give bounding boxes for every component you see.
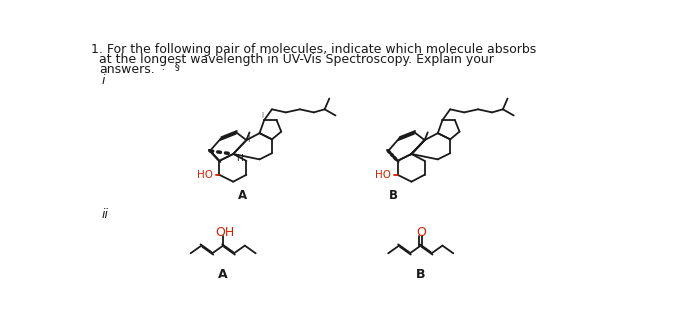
Text: B: B xyxy=(389,189,398,202)
Text: answers.: answers. xyxy=(99,63,155,76)
Text: i: i xyxy=(102,74,105,87)
Text: B: B xyxy=(416,267,426,281)
Text: |: | xyxy=(248,135,250,142)
Text: OH: OH xyxy=(215,226,235,239)
Text: A: A xyxy=(238,189,247,202)
Text: ˙  .   §: ˙ . § xyxy=(150,61,179,72)
Text: H: H xyxy=(237,154,243,163)
Text: HO: HO xyxy=(375,170,391,180)
Text: HO: HO xyxy=(197,170,213,180)
Text: 1. For the following pair of molecules, indicate which molecule absorbs: 1. For the following pair of molecules, … xyxy=(92,43,537,56)
Text: ii: ii xyxy=(102,208,108,221)
Text: O: O xyxy=(416,226,426,239)
Text: at the longest wavelength in UV-Vis Spectroscopy. Explain your: at the longest wavelength in UV-Vis Spec… xyxy=(99,53,494,66)
Text: A: A xyxy=(218,267,228,281)
Text: |: | xyxy=(262,111,264,117)
